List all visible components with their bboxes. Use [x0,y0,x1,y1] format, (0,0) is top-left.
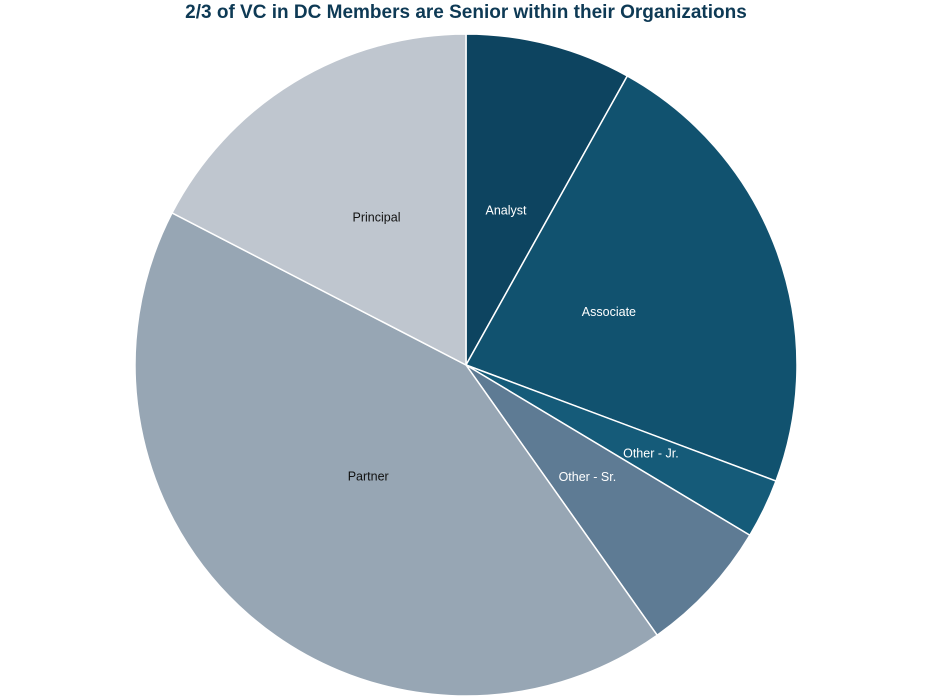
pie-slice-partner [134,211,659,697]
pie-slice-other-sr [465,364,751,637]
slice-label-principal: Principal [353,210,401,224]
pie-slices [134,33,798,697]
slice-label-partner: Partner [348,470,389,484]
chart-title: 2/3 of VC in DC Members are Senior withi… [185,2,747,23]
pie-slice-associate [464,74,798,482]
pie-slice-principal [171,33,467,367]
pie-slice-analyst [465,33,629,368]
slice-label-analyst: Analyst [486,203,528,217]
pie-labels: Analyst Associate Other - Jr. Other - Sr. Pa… [348,203,679,483]
slice-label-other-jr: Other - Jr. [623,446,679,460]
slice-label-associate: Associate [582,305,636,319]
slice-label-other-sr: Other - Sr. [559,470,617,484]
